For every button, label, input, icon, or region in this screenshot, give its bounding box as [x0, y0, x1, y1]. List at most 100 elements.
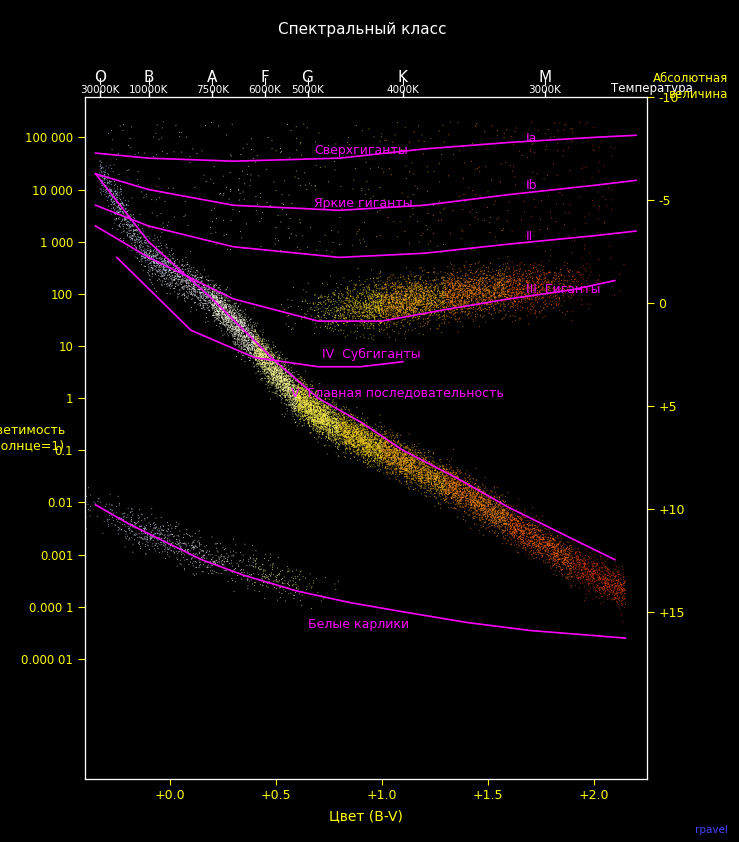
Point [317, 413, 329, 426]
Point [262, 355, 274, 369]
Point [355, 425, 367, 439]
Point [251, 344, 263, 358]
Point [138, 252, 150, 265]
Point [313, 413, 324, 427]
Point [387, 299, 399, 312]
Point [559, 256, 571, 269]
Point [529, 525, 541, 539]
Point [523, 525, 535, 538]
Point [292, 393, 304, 407]
Point [511, 541, 523, 555]
Point [369, 445, 381, 459]
Point [197, 292, 208, 306]
Point [172, 269, 184, 283]
Point [594, 583, 606, 596]
Point [403, 302, 415, 316]
Point [460, 279, 472, 292]
Point [504, 273, 516, 286]
Point [473, 161, 485, 174]
Point [144, 273, 156, 286]
Point [454, 280, 466, 293]
Point [356, 429, 368, 443]
Point [398, 467, 410, 481]
Point [157, 254, 168, 268]
Point [383, 296, 395, 309]
Point [362, 447, 374, 461]
Point [238, 340, 250, 354]
Point [403, 290, 415, 303]
Point [379, 302, 391, 316]
Point [319, 418, 330, 432]
Point [148, 517, 160, 530]
Point [371, 443, 383, 456]
Point [254, 347, 266, 360]
Point [398, 310, 410, 323]
Point [555, 541, 567, 555]
Point [129, 529, 141, 542]
Point [163, 273, 174, 286]
Point [177, 288, 189, 301]
Point [163, 523, 174, 536]
Point [310, 409, 321, 423]
Point [183, 269, 195, 283]
Point [473, 496, 485, 509]
Point [504, 274, 516, 288]
Point [497, 279, 508, 292]
Point [378, 296, 389, 310]
Point [395, 467, 407, 481]
Point [365, 436, 377, 450]
Point [296, 381, 307, 395]
Point [446, 281, 458, 295]
Point [262, 361, 274, 375]
Point [139, 526, 151, 540]
Point [290, 394, 302, 408]
Point [389, 456, 401, 470]
Point [564, 553, 576, 567]
Point [358, 434, 370, 447]
Point [272, 378, 284, 392]
Point [358, 430, 370, 444]
Point [418, 285, 429, 299]
Point [104, 187, 116, 200]
Point [528, 529, 540, 542]
Point [246, 321, 258, 334]
Point [330, 417, 342, 430]
Point [112, 204, 123, 217]
Point [144, 263, 156, 276]
Point [474, 490, 486, 504]
Point [367, 427, 378, 440]
Point [208, 289, 219, 302]
Point [262, 356, 274, 370]
Point [357, 306, 369, 319]
Point [397, 453, 409, 466]
Point [401, 464, 412, 477]
Point [299, 386, 310, 400]
Point [259, 349, 271, 363]
Point [473, 480, 485, 493]
Point [399, 290, 411, 304]
Point [463, 487, 475, 500]
Point [156, 524, 168, 537]
Point [107, 188, 119, 201]
Point [507, 285, 519, 299]
Point [429, 287, 440, 301]
Point [460, 473, 471, 487]
Point [546, 291, 558, 305]
Point [405, 460, 417, 473]
Point [405, 286, 417, 300]
Point [463, 485, 475, 498]
Point [330, 418, 341, 431]
Point [255, 344, 267, 358]
Point [399, 455, 411, 468]
Point [133, 536, 145, 550]
Point [183, 264, 194, 278]
Point [133, 512, 145, 525]
Point [423, 297, 435, 311]
Point [189, 548, 201, 562]
Point [109, 192, 121, 205]
Point [154, 521, 166, 535]
Point [355, 431, 367, 445]
Point [233, 320, 245, 333]
Point [185, 261, 197, 274]
Point [176, 269, 188, 282]
